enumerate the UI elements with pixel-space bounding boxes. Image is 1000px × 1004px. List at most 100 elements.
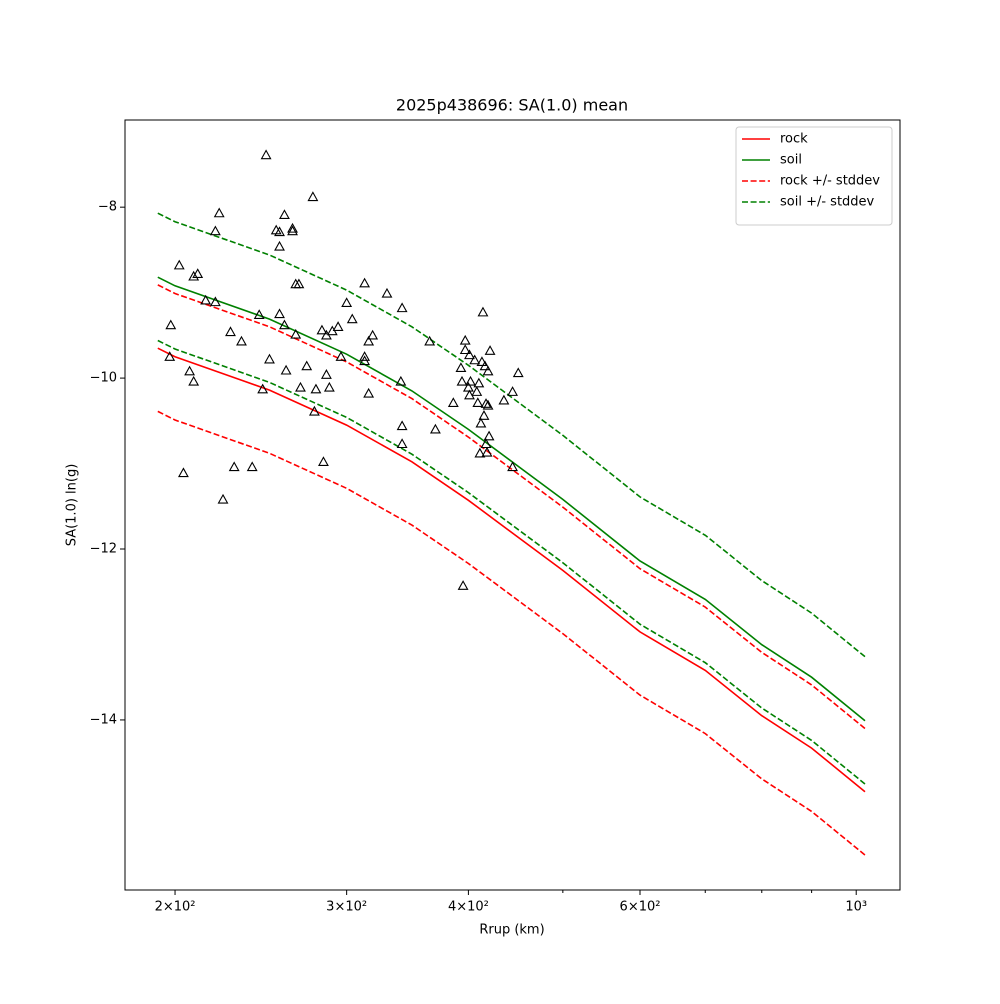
scatter-point bbox=[483, 430, 495, 441]
y-tick-label: −10 bbox=[90, 371, 117, 386]
plot-frame bbox=[124, 119, 901, 891]
scatter-point bbox=[279, 319, 290, 330]
y-tick-label: −12 bbox=[90, 542, 117, 557]
scatter-point bbox=[359, 277, 371, 288]
y-axis-label: SA(1.0) ln(g) bbox=[65, 464, 80, 547]
scatter-point bbox=[318, 456, 329, 466]
x-tick-label: 6×10² bbox=[620, 900, 661, 915]
y-tick-label: −8 bbox=[98, 200, 117, 215]
scatter-point bbox=[217, 493, 229, 504]
scatter-point bbox=[188, 375, 200, 386]
scatter-point bbox=[280, 364, 292, 375]
scatter-point bbox=[287, 222, 298, 233]
legend-label: soil +/- stddev bbox=[780, 195, 875, 210]
scatter-point bbox=[253, 309, 265, 319]
series-line bbox=[157, 347, 866, 793]
scatter-point bbox=[396, 302, 408, 313]
scatter-point bbox=[481, 446, 493, 457]
scatter-point bbox=[209, 296, 221, 307]
scatter-point bbox=[164, 351, 176, 361]
scatter-point bbox=[465, 375, 476, 386]
scatter-point bbox=[498, 394, 510, 405]
scatter-point bbox=[200, 294, 212, 305]
scatter-point bbox=[480, 398, 492, 408]
series-line bbox=[157, 339, 866, 785]
scatter-point bbox=[310, 383, 322, 394]
scatter-point bbox=[323, 381, 335, 392]
scatter-point bbox=[316, 324, 328, 335]
scatter-point bbox=[459, 334, 471, 345]
scatter-point bbox=[472, 397, 484, 408]
scatter-point bbox=[476, 356, 488, 367]
scatter-point bbox=[478, 410, 490, 420]
scatter-point bbox=[482, 399, 494, 410]
scatter-point bbox=[367, 329, 379, 340]
scatter-point bbox=[308, 405, 320, 416]
y-tick-label: −14 bbox=[90, 712, 117, 727]
scatter-point bbox=[396, 420, 408, 431]
scatter-point bbox=[274, 308, 285, 319]
scatter-point bbox=[177, 467, 189, 478]
scatter-point bbox=[307, 191, 319, 202]
series-line bbox=[157, 284, 866, 730]
scatter-point bbox=[484, 345, 496, 355]
scatter-point bbox=[359, 351, 371, 361]
scatter-point bbox=[477, 306, 489, 317]
scatter-point bbox=[246, 461, 258, 472]
scatter-point bbox=[290, 328, 302, 339]
scatter-point bbox=[381, 287, 393, 298]
scatter-point bbox=[462, 381, 474, 392]
scatter-point bbox=[507, 386, 519, 396]
scatter-point bbox=[429, 423, 441, 434]
legend-label: rock +/- stddev bbox=[780, 174, 880, 189]
scatter-point bbox=[264, 353, 275, 364]
scatter-point bbox=[363, 387, 375, 398]
scatter-point bbox=[236, 335, 247, 346]
scatter-point bbox=[469, 354, 481, 365]
scatter-point bbox=[184, 365, 196, 376]
scatter-point bbox=[447, 397, 459, 408]
scatter-point bbox=[274, 226, 285, 237]
chart-title: 2025p438696: SA(1.0) mean bbox=[396, 96, 628, 115]
scatter-point bbox=[293, 278, 305, 289]
scatter-point bbox=[225, 326, 236, 337]
series-line bbox=[157, 276, 866, 722]
scatter-point bbox=[457, 580, 469, 590]
legend-box bbox=[735, 126, 893, 226]
scatter-point bbox=[455, 362, 467, 372]
scatter-point bbox=[188, 270, 200, 281]
series-line bbox=[157, 410, 866, 856]
scatter-point bbox=[332, 321, 344, 331]
scatter-point bbox=[473, 377, 485, 388]
legend-label: rock bbox=[780, 132, 808, 147]
scatter-point bbox=[320, 369, 332, 379]
scatter-point bbox=[474, 447, 486, 458]
x-tick-label: 4×10² bbox=[448, 900, 489, 915]
scatter-point bbox=[459, 344, 471, 355]
scatter-point bbox=[228, 461, 240, 472]
scatter-point bbox=[287, 225, 298, 236]
legend-label: soil bbox=[780, 153, 802, 168]
scatter-point bbox=[512, 367, 524, 378]
scatter-point bbox=[480, 438, 492, 449]
scatter-point bbox=[471, 386, 483, 396]
x-tick-label: 3×10² bbox=[326, 900, 367, 915]
scatter-point bbox=[507, 461, 519, 472]
scatter-point bbox=[213, 207, 225, 218]
scatter-point bbox=[165, 319, 177, 330]
scatter-point bbox=[482, 365, 494, 376]
scatter-point bbox=[260, 149, 272, 160]
scatter-point bbox=[335, 351, 347, 361]
scatter-point bbox=[173, 259, 185, 270]
scatter-point bbox=[301, 360, 313, 371]
scatter-point bbox=[363, 335, 375, 346]
scatter-point bbox=[274, 240, 285, 251]
scatter-point bbox=[479, 360, 491, 371]
scatter-point bbox=[464, 389, 475, 400]
x-axis-label: Rrup (km) bbox=[479, 923, 544, 938]
scatter-point bbox=[396, 438, 408, 449]
scatter-point bbox=[346, 313, 358, 324]
x-tick-label: 10³ bbox=[845, 900, 867, 915]
scatter-point bbox=[257, 383, 269, 394]
